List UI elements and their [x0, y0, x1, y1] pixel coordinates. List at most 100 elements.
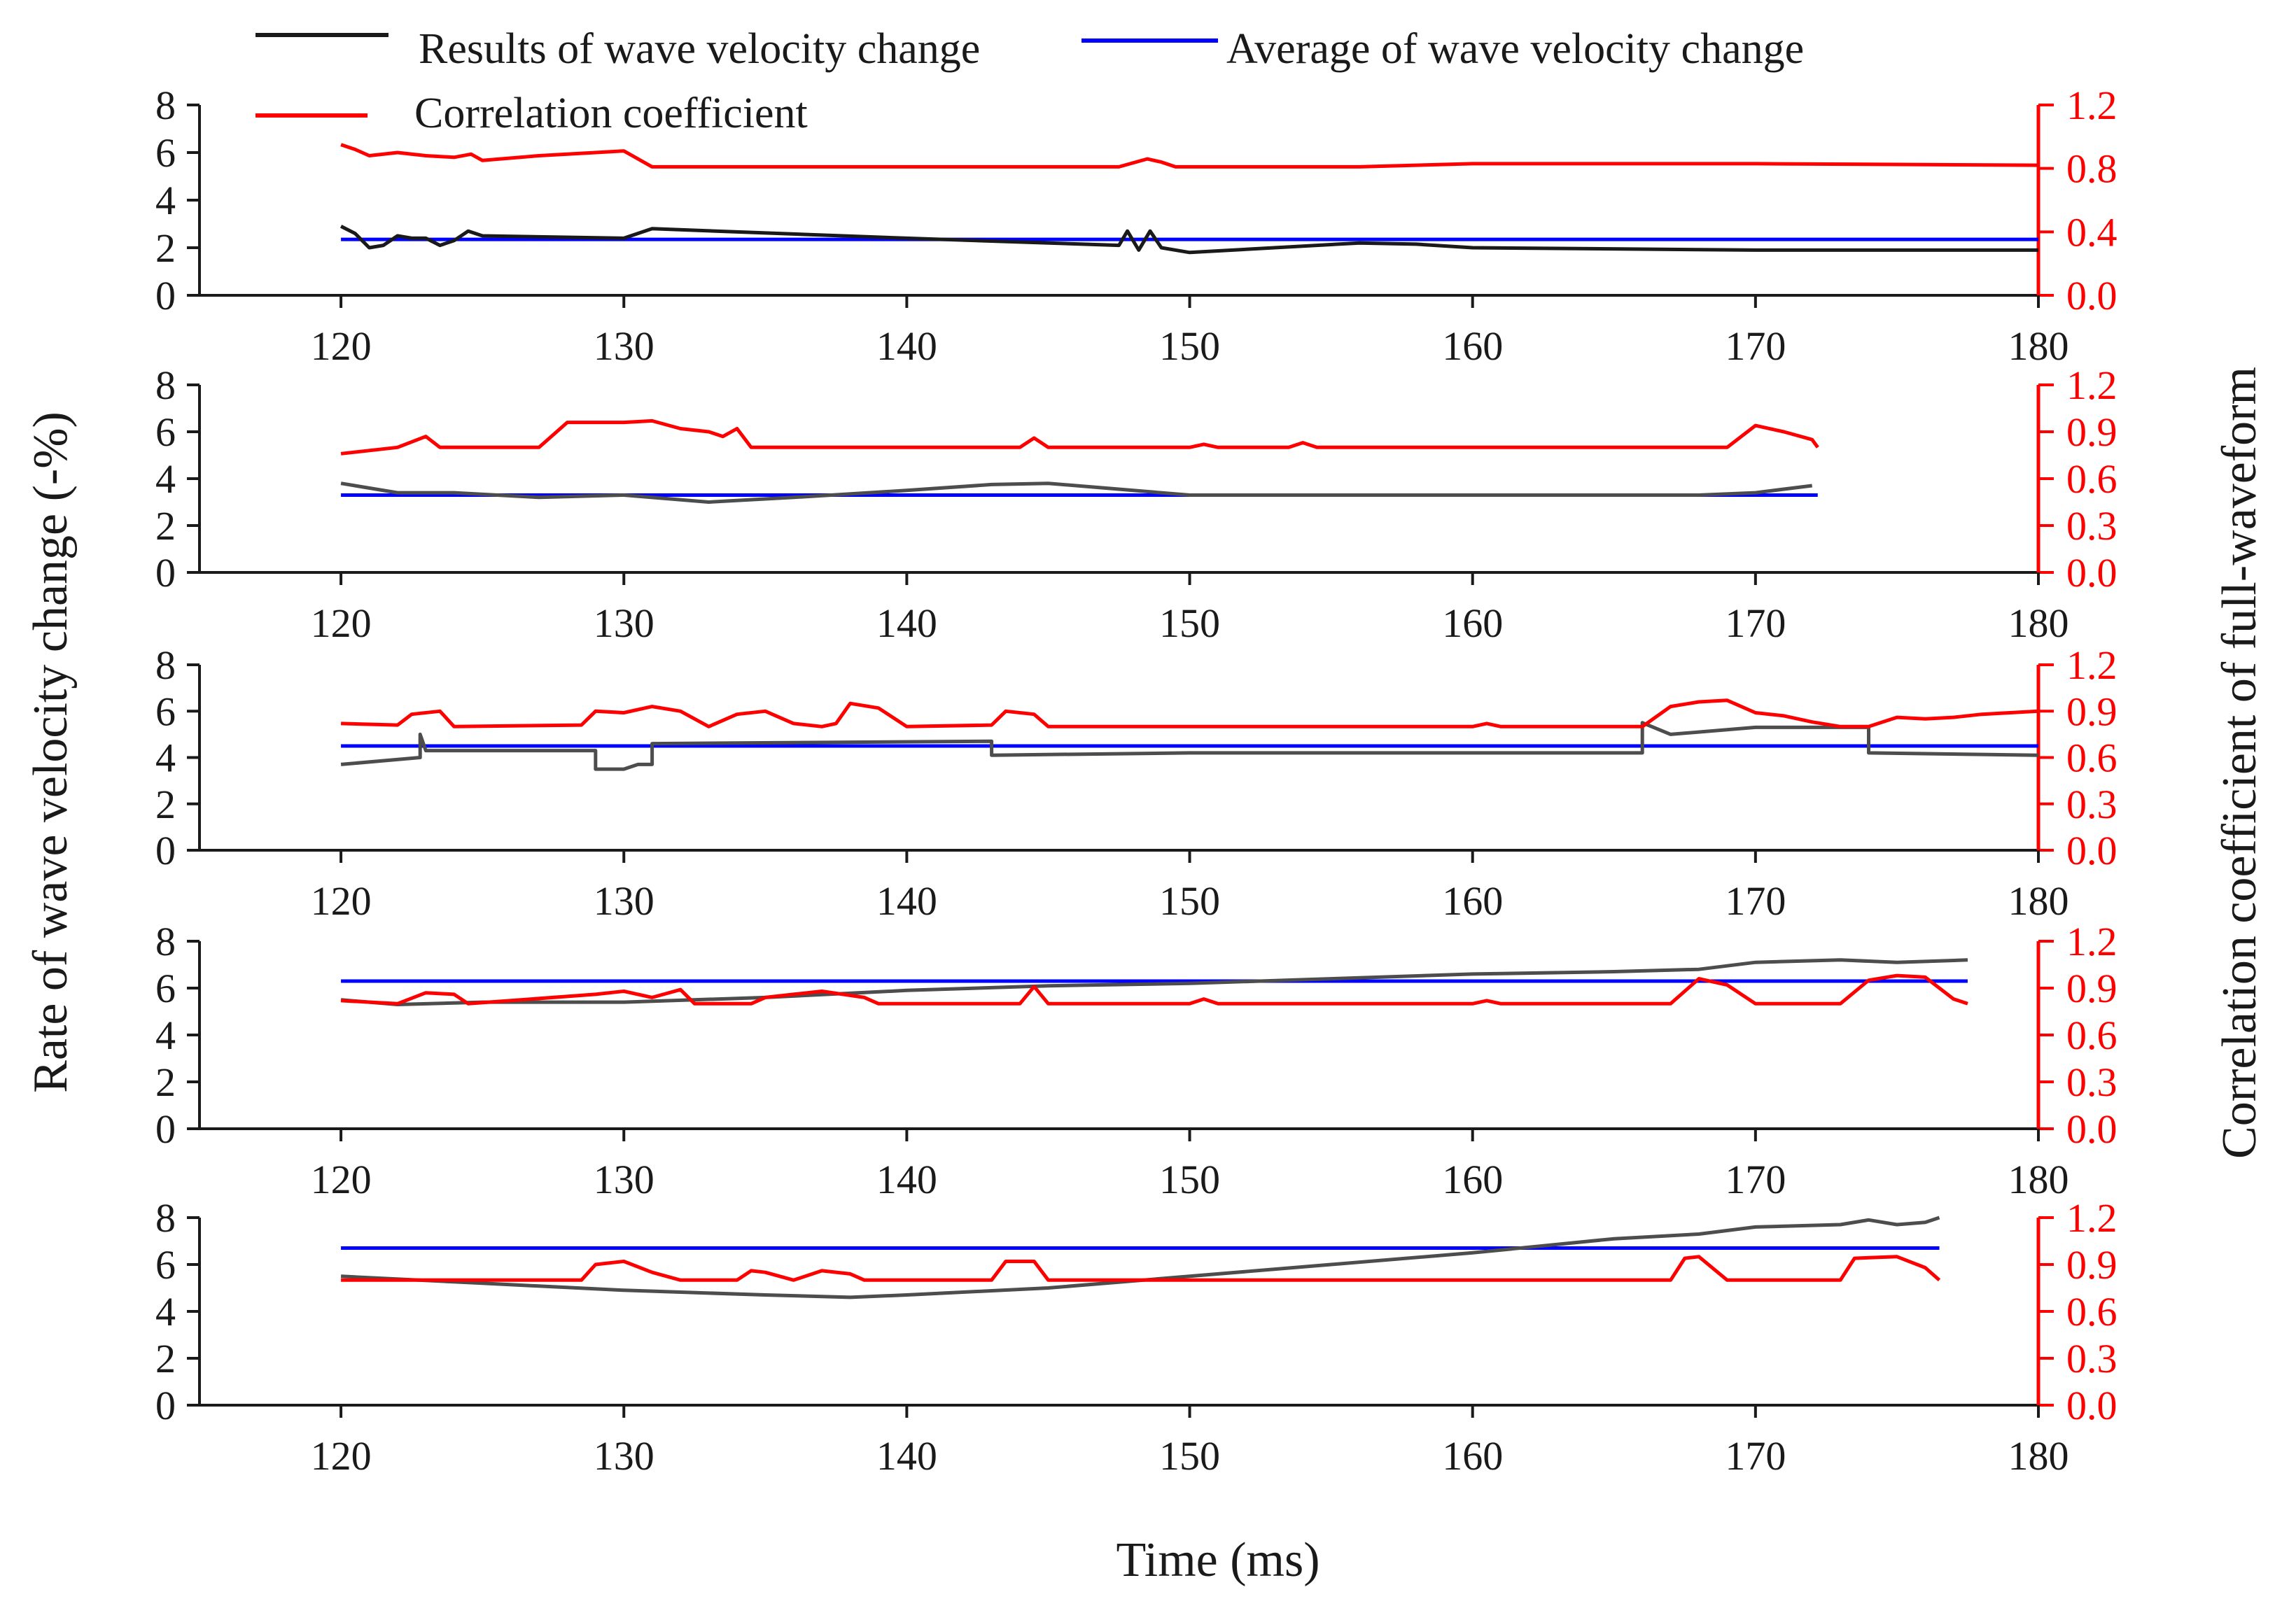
left-tick-label: 0 [155, 828, 176, 873]
correlation-line [340, 143, 2039, 169]
x-tick-label: 120 [311, 1157, 372, 1202]
x-tick-label: 130 [594, 323, 654, 369]
right-tick-label: 0.9 [2066, 1242, 2118, 1288]
left-tick-label: 0 [155, 550, 176, 596]
x-tick-label: 180 [2008, 1157, 2069, 1202]
right-tick-label: 1.2 [2066, 1195, 2118, 1241]
right-tick-label: 0.9 [2066, 409, 2118, 455]
right-tick-label: 0.3 [2066, 503, 2118, 549]
left-tick-label: 4 [155, 1013, 176, 1058]
x-tick-label: 130 [594, 1157, 654, 1202]
x-tick-label: 170 [1725, 323, 1786, 369]
x-tick-label: 160 [1442, 878, 1503, 924]
left-tick-label: 8 [155, 83, 176, 128]
y-axis-label-left: Rate of wave velocity change (-%) [24, 411, 78, 1093]
left-tick-label: 8 [155, 1195, 176, 1241]
right-tick-label: 0.0 [2066, 1383, 2118, 1428]
right-tick-label: 1.2 [2066, 919, 2118, 964]
left-tick-label: 2 [155, 225, 176, 271]
left-tick-label: 8 [155, 642, 176, 688]
x-tick-label: 150 [1159, 878, 1220, 924]
x-tick-label: 160 [1442, 600, 1503, 646]
right-tick-label: 0.3 [2066, 1336, 2118, 1381]
results-line [340, 958, 1968, 1006]
right-tick-label: 0.3 [2066, 782, 2118, 827]
x-tick-label: 170 [1725, 1157, 1786, 1202]
right-tick-label: 0.0 [2066, 1106, 2118, 1152]
right-tick-label: 1.2 [2066, 642, 2118, 688]
x-tick-label: 140 [876, 323, 937, 369]
right-tick-label: 1.2 [2066, 83, 2118, 128]
x-tick-label: 140 [876, 878, 937, 924]
right-tick-label: 0.6 [2066, 1013, 2118, 1058]
left-tick-label: 0 [155, 1383, 176, 1428]
results-line [340, 1216, 1940, 1299]
x-tick-label: 170 [1725, 878, 1786, 924]
left-tick-label: 2 [155, 1336, 176, 1381]
left-tick-label: 8 [155, 362, 176, 408]
x-tick-label: 160 [1442, 1157, 1503, 1202]
right-tick-label: 0.4 [2066, 209, 2118, 255]
correlation-line [340, 973, 1968, 1006]
x-tick-label: 120 [311, 600, 372, 646]
correlation-line [341, 698, 2039, 728]
left-tick-label: 2 [155, 503, 176, 549]
right-tick-label: 0.0 [2066, 828, 2118, 873]
x-tick-label: 160 [1442, 1433, 1503, 1479]
left-tick-label: 6 [155, 130, 176, 176]
y-axis-label-right: Correlation coefficient of full-waveform [2213, 367, 2267, 1159]
x-tick-label: 140 [876, 1157, 937, 1202]
right-tick-label: 0.6 [2066, 1289, 2118, 1334]
legend-label-average: Average of wave velocity change [1226, 25, 1804, 73]
left-tick-label: 4 [155, 1289, 176, 1334]
correlation-line [340, 418, 1819, 456]
x-tick-label: 180 [2008, 878, 2069, 924]
left-tick-label: 0 [155, 1106, 176, 1152]
x-tick-label: 170 [1725, 600, 1786, 646]
legend-label-correlation: Correlation coefficient [414, 90, 808, 137]
left-tick-label: 4 [155, 178, 176, 223]
x-tick-label: 120 [311, 1433, 372, 1479]
left-tick-label: 2 [155, 1059, 176, 1105]
x-tick-label: 160 [1442, 323, 1503, 369]
results-line [340, 225, 2038, 255]
right-tick-label: 0.3 [2066, 1059, 2118, 1105]
x-tick-label: 180 [2008, 600, 2069, 646]
results-line [340, 481, 1813, 504]
right-tick-label: 1.2 [2066, 362, 2118, 408]
legend-label-results: Results of wave velocity change [419, 25, 980, 73]
right-tick-label: 0.0 [2066, 550, 2118, 596]
right-tick-label: 0.8 [2066, 146, 2118, 192]
x-tick-label: 130 [594, 1433, 654, 1479]
x-tick-label: 120 [311, 878, 372, 924]
x-tick-label: 130 [594, 600, 654, 646]
left-tick-label: 0 [155, 273, 176, 318]
left-tick-label: 6 [155, 1242, 176, 1288]
right-tick-label: 0.6 [2066, 456, 2118, 502]
right-tick-label: 0.9 [2066, 689, 2118, 734]
legend: Results of wave velocity change Average … [255, 25, 1804, 137]
x-tick-label: 120 [311, 323, 372, 369]
x-tick-label: 150 [1159, 1157, 1220, 1202]
left-tick-label: 4 [155, 456, 176, 502]
left-tick-label: 4 [155, 735, 176, 781]
x-tick-label: 140 [876, 1433, 937, 1479]
x-tick-label: 140 [876, 600, 937, 646]
correlation-line [341, 1255, 1941, 1282]
x-tick-label: 150 [1159, 323, 1220, 369]
left-tick-label: 8 [155, 919, 176, 964]
right-tick-label: 0.9 [2066, 966, 2118, 1011]
x-tick-label: 150 [1159, 1433, 1220, 1479]
right-tick-label: 0.6 [2066, 735, 2118, 781]
x-tick-label: 170 [1725, 1433, 1786, 1479]
right-tick-label: 0.0 [2066, 273, 2118, 318]
x-tick-label: 180 [2008, 1433, 2069, 1479]
x-axis-label: Time (ms) [1116, 1533, 1320, 1587]
x-tick-label: 130 [594, 878, 654, 924]
